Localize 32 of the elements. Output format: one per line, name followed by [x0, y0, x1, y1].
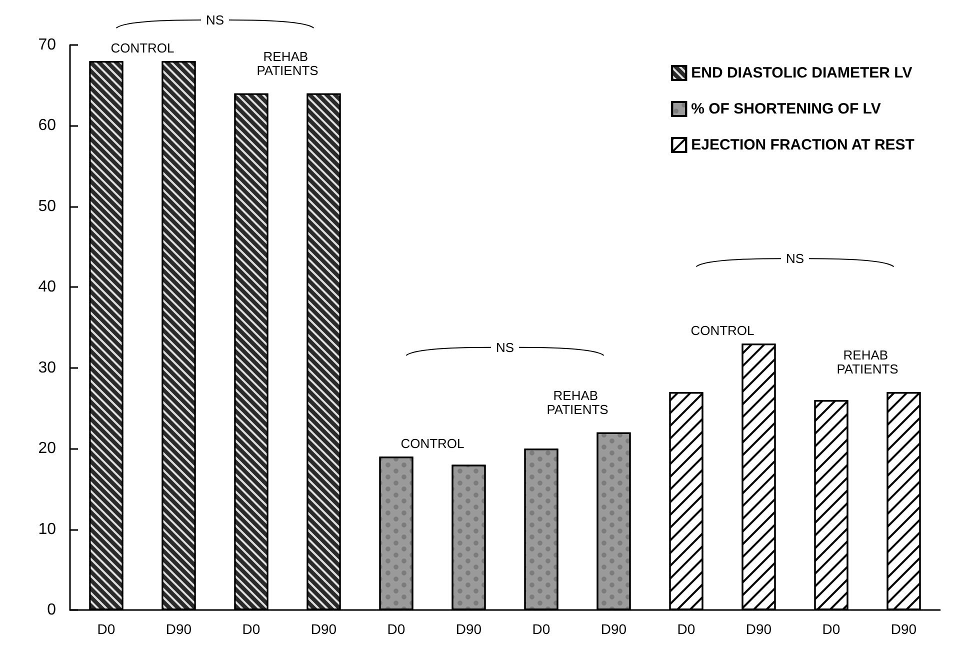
annotation: NS [496, 340, 514, 355]
annotation: REHAB PATIENTS [836, 348, 899, 377]
x-tick-label: D90 [166, 621, 192, 637]
y-tick-label: 60 [38, 117, 56, 134]
annotation: REHAB PATIENTS [546, 388, 609, 417]
y-tick-label: 30 [38, 359, 56, 376]
x-tick-label: D0 [677, 621, 696, 637]
y-tick-label: 20 [38, 440, 56, 458]
x-tick-label: D90 [746, 621, 772, 637]
annotation: CONTROL [400, 436, 464, 452]
x-tick-label: D0 [822, 621, 840, 637]
annotation: CONTROL [690, 323, 754, 338]
legend-label: EJECTION FRACTION AT REST [691, 136, 914, 154]
legend-label: END DIASTOLIC DIAMETER LV [691, 64, 912, 82]
x-tick-label: D90 [456, 621, 482, 637]
y-tick-label: 10 [38, 520, 56, 538]
legend-label: % OF SHORTENING OF LV [691, 100, 881, 118]
y-tick-label: 0 [47, 602, 56, 618]
x-tick-label: D90 [600, 621, 627, 637]
x-tick-label: D0 [242, 621, 260, 637]
x-tick-label: D0 [97, 621, 116, 637]
y-tick-label: 70 [38, 36, 56, 54]
x-tick-label: D90 [310, 621, 337, 637]
annotation: REHAB PATIENTS [256, 48, 319, 78]
annotation: NS [786, 251, 804, 266]
x-tick-label: D90 [890, 621, 917, 637]
y-tick-label: 40 [38, 278, 56, 296]
annotation: CONTROL [110, 40, 174, 56]
x-tick-label: D0 [532, 621, 550, 637]
x-tick-label: D0 [387, 621, 406, 637]
y-tick-label: 50 [38, 198, 56, 215]
text: NS [206, 12, 224, 28]
